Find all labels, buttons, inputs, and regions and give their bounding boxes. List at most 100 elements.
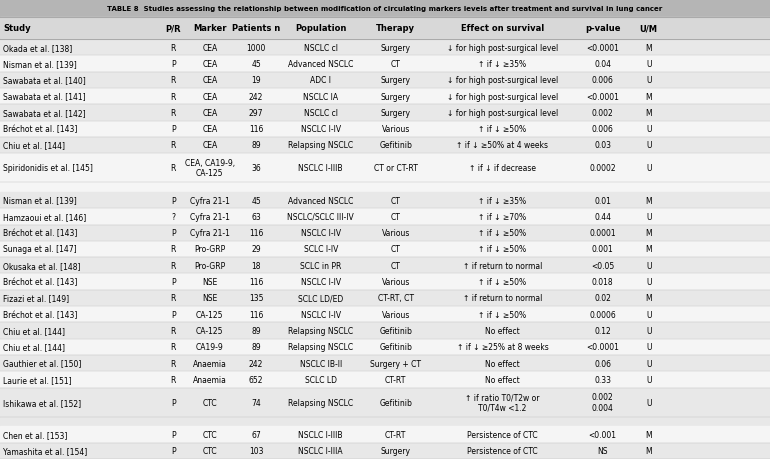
Text: Pro-GRP: Pro-GRP [194, 245, 226, 254]
Text: R: R [171, 109, 176, 118]
Text: CTC: CTC [203, 430, 217, 439]
Text: 1000: 1000 [246, 44, 266, 52]
Text: P: P [171, 125, 176, 134]
Text: Relapsing NSCLC: Relapsing NSCLC [288, 398, 353, 407]
Text: Gauthier et al. [150]: Gauthier et al. [150] [3, 359, 82, 368]
Text: Advanced NSCLC: Advanced NSCLC [288, 60, 353, 69]
Text: Gefitinib: Gefitinib [380, 398, 412, 407]
Text: ↑ if ↓ ≥70%: ↑ if ↓ ≥70% [478, 213, 527, 221]
Text: P: P [171, 196, 176, 205]
Bar [0, 371, 770, 388]
Text: 89: 89 [251, 342, 261, 352]
Bar [0, 388, 770, 417]
Text: 0.03: 0.03 [594, 141, 611, 150]
Text: Bréchot et al. [143]: Bréchot et al. [143] [3, 310, 77, 319]
Text: NS: NS [598, 446, 608, 455]
Text: Cyfra 21-1: Cyfra 21-1 [190, 229, 229, 238]
Text: Population: Population [295, 24, 346, 34]
Text: 0.06: 0.06 [594, 359, 611, 368]
Text: Surgery: Surgery [381, 44, 410, 52]
Text: R: R [171, 342, 176, 352]
Text: 135: 135 [249, 294, 263, 303]
Text: R: R [171, 261, 176, 270]
Text: R: R [171, 326, 176, 335]
Text: SCLC I-IV: SCLC I-IV [303, 245, 338, 254]
Text: 0.01: 0.01 [594, 196, 611, 205]
Bar [0, 355, 770, 371]
Bar [0, 290, 770, 307]
Text: R: R [171, 44, 176, 52]
Bar [0, 339, 770, 355]
Text: CA19-9: CA19-9 [196, 342, 224, 352]
Bar [0, 426, 770, 443]
Text: 45: 45 [251, 196, 261, 205]
Text: 36: 36 [251, 164, 261, 173]
Text: CTC: CTC [203, 446, 217, 455]
Text: ↑ if ↓ ≥35%: ↑ if ↓ ≥35% [478, 196, 527, 205]
Text: Cyfra 21-1: Cyfra 21-1 [190, 196, 229, 205]
Text: R: R [171, 375, 176, 384]
Text: Study: Study [3, 24, 31, 34]
Text: Laurie et al. [151]: Laurie et al. [151] [3, 375, 72, 384]
Text: CTC: CTC [203, 398, 217, 407]
Text: ↓ for high post-surgical level: ↓ for high post-surgical level [447, 92, 558, 101]
Text: R: R [171, 245, 176, 254]
Bar [0, 89, 770, 105]
Bar [0, 307, 770, 323]
Text: U: U [646, 398, 651, 407]
Bar [0, 225, 770, 241]
Text: P: P [171, 229, 176, 238]
Text: 297: 297 [249, 109, 263, 118]
Text: Various: Various [382, 278, 410, 286]
Text: 18: 18 [251, 261, 261, 270]
Text: Persistence of CTC: Persistence of CTC [467, 446, 537, 455]
Text: M: M [645, 196, 652, 205]
Bar [0, 209, 770, 225]
Text: 0.018: 0.018 [591, 278, 614, 286]
Bar [0, 183, 770, 192]
Text: 0.0006: 0.0006 [589, 310, 616, 319]
Text: Cyfra 21-1: Cyfra 21-1 [190, 213, 229, 221]
Text: 45: 45 [251, 60, 261, 69]
Text: Relapsing NSCLC: Relapsing NSCLC [288, 141, 353, 150]
Text: P: P [171, 446, 176, 455]
Text: Surgery: Surgery [381, 446, 410, 455]
Text: P: P [171, 310, 176, 319]
Text: <0.001: <0.001 [588, 430, 617, 439]
Text: NSE: NSE [203, 278, 217, 286]
Text: U: U [646, 164, 651, 173]
Bar [0, 417, 770, 426]
Text: Gefitinib: Gefitinib [380, 141, 412, 150]
Text: No effect: No effect [485, 375, 520, 384]
Text: CEA, CA19-9,
CA-125: CEA, CA19-9, CA-125 [185, 159, 235, 178]
Text: Various: Various [382, 229, 410, 238]
Text: 0.001: 0.001 [591, 245, 614, 254]
Text: ADC I: ADC I [310, 76, 331, 85]
Text: ↑ if ↓ ≥50% at 4 weeks: ↑ if ↓ ≥50% at 4 weeks [457, 141, 548, 150]
Text: 116: 116 [249, 125, 263, 134]
Text: ↑ if ↓ ≥50%: ↑ if ↓ ≥50% [478, 245, 527, 254]
Text: 116: 116 [249, 278, 263, 286]
Text: P: P [171, 278, 176, 286]
Text: NSCLC/SCLC III-IV: NSCLC/SCLC III-IV [287, 213, 354, 221]
Text: Sawabata et al. [142]: Sawabata et al. [142] [3, 109, 85, 118]
Bar [0, 138, 770, 154]
Text: NSCLC IB-II: NSCLC IB-II [300, 359, 342, 368]
Text: CEA: CEA [203, 125, 217, 134]
Text: Chen et al. [153]: Chen et al. [153] [3, 430, 68, 439]
Text: Bréchot et al. [143]: Bréchot et al. [143] [3, 125, 77, 134]
Text: <0.05: <0.05 [591, 261, 614, 270]
Text: R: R [171, 76, 176, 85]
Text: 0.002
0.004: 0.002 0.004 [591, 392, 614, 412]
Text: 0.006: 0.006 [591, 76, 614, 85]
Text: 0.006: 0.006 [591, 125, 614, 134]
Text: CEA: CEA [203, 109, 217, 118]
Text: 242: 242 [249, 92, 263, 101]
Text: ↓ for high post-surgical level: ↓ for high post-surgical level [447, 76, 558, 85]
Text: NSCLC I-IIIB: NSCLC I-IIIB [299, 430, 343, 439]
Text: ↑ if ↓ ≥50%: ↑ if ↓ ≥50% [478, 278, 527, 286]
Text: NSCLC I-IV: NSCLC I-IV [300, 310, 341, 319]
Text: M: M [645, 430, 652, 439]
Text: Surgery: Surgery [381, 109, 410, 118]
Text: R: R [171, 164, 176, 173]
